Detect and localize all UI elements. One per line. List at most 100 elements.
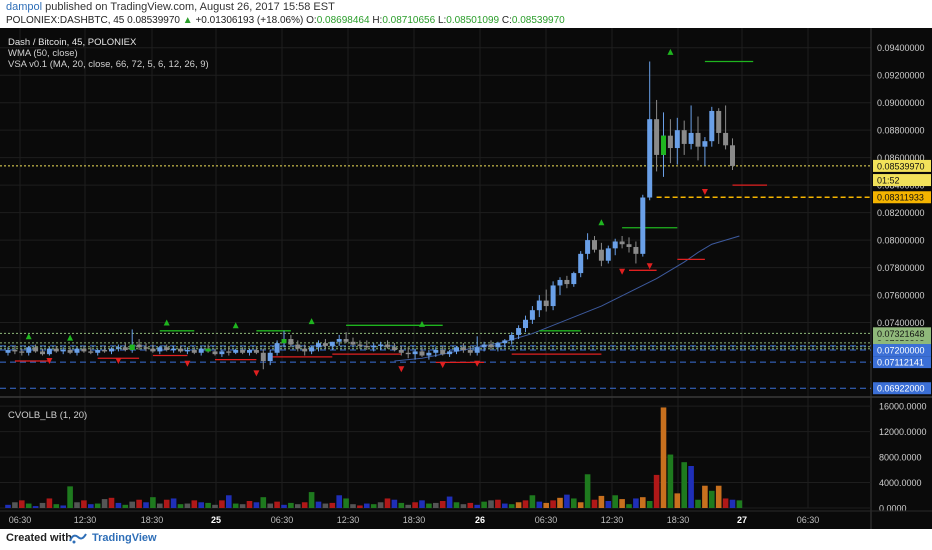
chart-area[interactable]: 0.09400000 0.09200000 0.09000000 0.08800000…	[0, 28, 932, 529]
volume-bar	[377, 502, 384, 508]
signal-candle-body	[661, 135, 666, 155]
volume-bar	[446, 496, 453, 508]
candle-body	[405, 352, 411, 355]
price-label-box	[873, 159, 931, 172]
candle-body	[95, 350, 101, 353]
high-label: H:	[372, 15, 383, 26]
candle-body	[667, 135, 673, 149]
volume-bar	[722, 498, 729, 508]
volume-bar	[232, 503, 239, 508]
up-signal-icon	[232, 322, 239, 329]
vol-tick-label: 16000.0000	[879, 402, 927, 412]
candle-body	[730, 145, 735, 166]
candle-body	[516, 328, 522, 335]
price-label-box	[873, 191, 931, 204]
candle-body	[640, 197, 646, 254]
candle-body	[343, 339, 349, 342]
volume-bar	[529, 495, 536, 508]
volume-bar	[19, 500, 25, 508]
volume-bar	[495, 499, 501, 508]
volume-bar	[660, 407, 667, 508]
volume-bar	[205, 502, 211, 508]
price-change: +0.01306193 (+18.06%)	[195, 15, 304, 26]
volume-bar	[412, 502, 418, 508]
price-label-text: 0.07200000	[877, 346, 925, 356]
candle-body	[488, 344, 494, 348]
volume-bar	[571, 498, 577, 508]
candle-body	[253, 350, 259, 353]
symbol-label: POLONIEX:DASHBTC, 45	[6, 15, 125, 26]
y-tick-label: 0.07800000	[877, 263, 925, 273]
volume-bar	[101, 499, 108, 508]
up-signal-icon	[667, 48, 674, 55]
close-value: 0.08539970	[511, 15, 565, 26]
volume-bar	[170, 498, 177, 508]
candle-body	[322, 343, 328, 346]
chart-canvas[interactable]: 0.09400000 0.09200000 0.09000000 0.08800000…	[0, 28, 932, 529]
volume-bar	[674, 493, 681, 508]
candle-body	[53, 348, 59, 352]
x-tick-label: 12:30	[74, 515, 97, 525]
price-label-box	[873, 344, 931, 357]
x-tick-label: 26	[475, 515, 485, 525]
tradingview-logo-icon	[69, 533, 87, 544]
volume-bar	[198, 502, 204, 508]
candle-body	[81, 348, 87, 352]
x-tick-label: 06:30	[9, 515, 32, 525]
candle-body	[585, 240, 591, 254]
candle-body	[40, 351, 45, 355]
candle-body	[447, 351, 453, 355]
candle-body	[681, 130, 687, 144]
author-link[interactable]: dampol	[6, 1, 43, 13]
volume-bar	[177, 504, 184, 508]
down-signal-icon	[46, 358, 53, 365]
candle-body	[543, 300, 549, 307]
candle-body	[481, 344, 487, 348]
volume-bar	[315, 501, 322, 508]
volume-bar	[336, 495, 342, 508]
candle-body	[495, 343, 501, 348]
tradingview-link[interactable]: TradingView	[92, 532, 157, 544]
candle-body	[240, 350, 246, 353]
down-signal-icon	[474, 360, 481, 367]
volume-bar	[536, 501, 543, 508]
candle-body	[295, 344, 301, 349]
open-value: 0.08698464	[316, 15, 370, 26]
x-tick-label: 06:30	[271, 515, 294, 525]
candle-body	[178, 348, 183, 352]
volume-bar	[715, 485, 722, 508]
volume-bar	[260, 497, 267, 508]
volume-bar	[150, 497, 156, 508]
candle-body	[454, 347, 459, 352]
volume-bar	[274, 501, 280, 508]
candle-body	[122, 347, 128, 351]
candle-body	[433, 350, 439, 353]
candle-body	[419, 351, 425, 356]
volume-bar	[453, 502, 460, 508]
candle-body	[709, 110, 715, 142]
close-label: C:	[501, 15, 512, 26]
volume-bar	[564, 494, 570, 508]
up-signal-icon	[598, 219, 605, 226]
volume-bar	[522, 500, 529, 508]
chart-header: dampol published on TradingView.com, Aug…	[0, 0, 932, 28]
candle-body	[550, 285, 556, 307]
volume-bar	[350, 504, 356, 508]
volume-bar	[640, 497, 646, 508]
volume-bar	[143, 502, 149, 508]
candle-body	[536, 300, 542, 311]
volume-bar	[515, 502, 522, 508]
volume-bar	[301, 502, 308, 508]
candle-body	[723, 132, 729, 146]
y-tick-label: 0.08600000	[877, 153, 925, 163]
volume-bar	[653, 474, 660, 508]
y-tick-label: 0.09400000	[877, 43, 925, 53]
price-label-box	[873, 382, 931, 395]
down-signal-icon	[115, 358, 122, 365]
y-tick-label: 0.09000000	[877, 98, 925, 108]
low-value: 0.08501099	[446, 15, 500, 26]
volume-bar	[460, 504, 467, 508]
candle-body	[150, 348, 156, 352]
candle-body	[716, 110, 722, 133]
candle-body	[557, 279, 563, 286]
